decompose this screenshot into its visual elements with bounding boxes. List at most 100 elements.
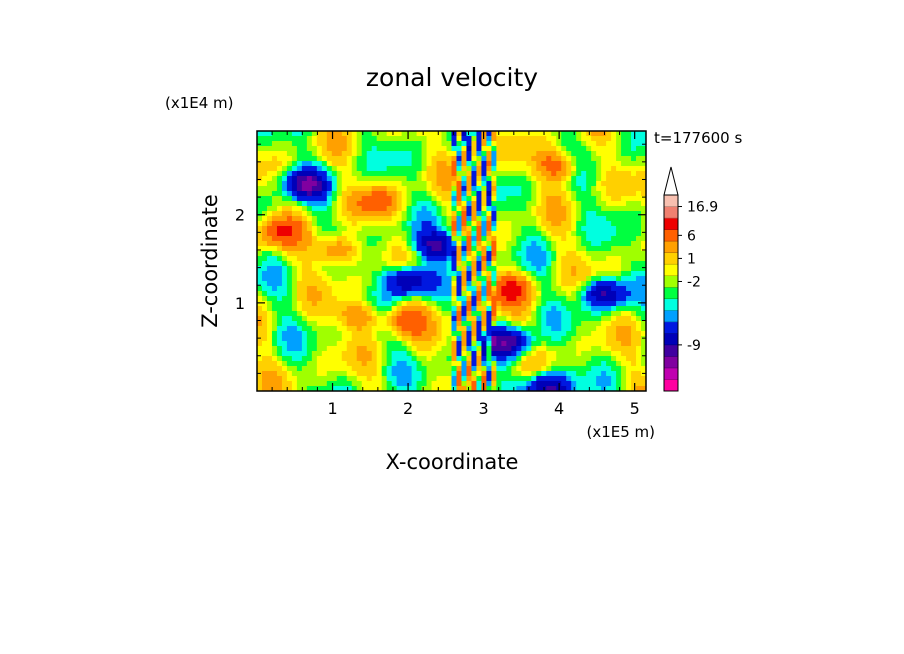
heatmap-cell bbox=[271, 151, 278, 157]
heatmap-cell bbox=[346, 361, 353, 367]
heatmap-cell bbox=[491, 271, 497, 277]
heatmap-cell bbox=[411, 186, 418, 192]
heatmap-cell bbox=[361, 156, 368, 162]
heatmap-cell bbox=[361, 221, 368, 227]
heatmap-cell bbox=[466, 171, 473, 177]
heatmap-cell bbox=[566, 351, 572, 357]
heatmap-cell bbox=[476, 161, 483, 167]
heatmap-cell bbox=[546, 216, 552, 222]
heatmap-cell bbox=[506, 176, 512, 182]
heatmap-cell bbox=[291, 306, 298, 312]
heatmap-cell bbox=[366, 151, 373, 157]
heatmap-cell bbox=[257, 386, 263, 391]
heatmap-cell bbox=[481, 346, 488, 352]
heatmap-cell bbox=[631, 346, 637, 352]
heatmap-cell bbox=[536, 131, 542, 137]
heatmap-cell bbox=[426, 181, 433, 187]
heatmap-cell bbox=[376, 136, 383, 142]
heatmap-cell bbox=[436, 331, 443, 337]
heatmap-cell bbox=[491, 276, 497, 282]
heatmap-cell bbox=[431, 171, 438, 177]
colorbar-segment bbox=[664, 379, 678, 392]
heatmap-cell bbox=[481, 141, 488, 147]
heatmap-cell bbox=[426, 291, 433, 297]
heatmap-cell bbox=[641, 256, 646, 262]
heatmap-cell bbox=[257, 231, 263, 237]
heatmap-cell bbox=[257, 221, 263, 227]
heatmap-cell bbox=[296, 311, 303, 317]
heatmap-cell bbox=[326, 256, 333, 262]
heatmap-cell bbox=[421, 271, 428, 277]
heatmap-cell bbox=[531, 231, 537, 237]
heatmap-cell bbox=[611, 386, 617, 391]
heatmap-cell bbox=[606, 141, 612, 147]
heatmap-cell bbox=[406, 271, 413, 277]
heatmap-cell bbox=[636, 196, 642, 202]
heatmap-cell bbox=[361, 166, 368, 172]
heatmap-cell bbox=[596, 271, 602, 277]
heatmap-cell bbox=[546, 181, 552, 187]
heatmap-cell bbox=[611, 366, 617, 372]
heatmap-cell bbox=[321, 386, 328, 391]
heatmap-cell bbox=[566, 171, 572, 177]
heatmap-cell bbox=[576, 326, 582, 332]
heatmap-cell bbox=[636, 241, 642, 247]
heatmap-cell bbox=[541, 291, 547, 297]
heatmap-cell bbox=[536, 136, 542, 142]
heatmap-cell bbox=[566, 176, 572, 182]
heatmap-cell bbox=[566, 361, 572, 367]
heatmap-cell bbox=[546, 311, 552, 317]
heatmap-cell bbox=[496, 161, 502, 167]
heatmap-cell bbox=[411, 286, 418, 292]
heatmap-cell bbox=[456, 251, 463, 257]
heatmap-cell bbox=[351, 326, 358, 332]
heatmap-cell bbox=[257, 131, 263, 137]
heatmap-cell bbox=[281, 376, 288, 382]
heatmap-cell bbox=[586, 246, 592, 252]
heatmap-cell bbox=[486, 156, 492, 162]
heatmap-cell bbox=[516, 361, 522, 367]
heatmap-cell bbox=[276, 256, 283, 262]
heatmap-cell bbox=[521, 216, 527, 222]
heatmap-cell bbox=[546, 246, 552, 252]
heatmap-cell bbox=[366, 246, 373, 252]
heatmap-cell bbox=[396, 191, 403, 197]
heatmap-cell bbox=[351, 176, 358, 182]
heatmap-cell bbox=[381, 336, 388, 342]
heatmap-cell bbox=[456, 171, 463, 177]
heatmap-cell bbox=[351, 231, 358, 237]
heatmap-cell bbox=[601, 336, 607, 342]
heatmap-cell bbox=[616, 326, 622, 332]
heatmap-cell bbox=[626, 351, 632, 357]
heatmap-cell bbox=[326, 136, 333, 142]
heatmap-cell bbox=[281, 211, 288, 217]
heatmap-cell bbox=[601, 241, 607, 247]
heatmap-cell bbox=[421, 306, 428, 312]
heatmap-cell bbox=[591, 376, 597, 382]
heatmap-cell bbox=[486, 331, 492, 337]
heatmap-cell bbox=[426, 346, 433, 352]
heatmap-cell bbox=[586, 306, 592, 312]
heatmap-cell bbox=[436, 341, 443, 347]
heatmap-cell bbox=[341, 191, 348, 197]
heatmap-cell bbox=[271, 136, 278, 142]
heatmap-cell bbox=[446, 296, 453, 302]
heatmap-cell bbox=[611, 301, 617, 307]
heatmap-cell bbox=[326, 341, 333, 347]
heatmap-cell bbox=[321, 271, 328, 277]
heatmap-cell bbox=[486, 191, 492, 197]
heatmap-cell bbox=[341, 211, 348, 217]
heatmap-cell bbox=[361, 366, 368, 372]
heatmap-cell bbox=[331, 231, 338, 237]
heatmap-cell bbox=[316, 186, 323, 192]
heatmap-cell bbox=[301, 256, 308, 262]
heatmap-cell bbox=[626, 226, 632, 232]
heatmap-cell bbox=[416, 151, 423, 157]
heatmap-cell bbox=[621, 231, 627, 237]
heatmap-cell bbox=[326, 216, 333, 222]
heatmap-cell bbox=[571, 211, 577, 217]
heatmap-cell bbox=[456, 131, 463, 137]
heatmap-cell bbox=[276, 331, 283, 337]
heatmap-cell bbox=[386, 316, 393, 322]
heatmap-cell bbox=[286, 166, 293, 172]
